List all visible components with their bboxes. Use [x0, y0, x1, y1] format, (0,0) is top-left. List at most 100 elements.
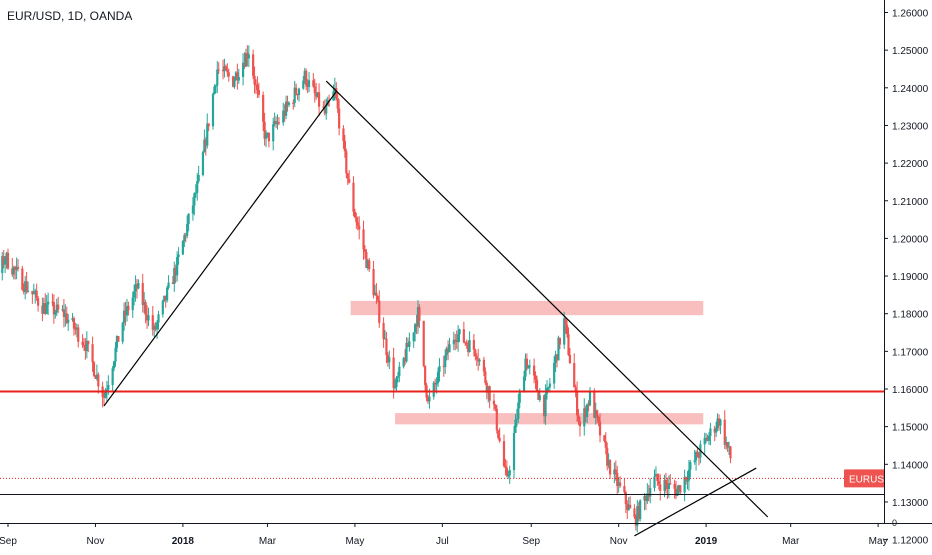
candle-body: [338, 108, 341, 129]
candle-body: [594, 410, 597, 418]
time-axis: Sep Nov 2018 Mar May Jul Sep Nov 2019 Mar May: [0, 523, 932, 547]
candle-body: [297, 88, 301, 95]
candle-body: [705, 437, 708, 439]
candle-body: [322, 106, 325, 108]
candle-body: [608, 460, 612, 475]
candle-body: [71, 318, 74, 320]
candle-body: [396, 376, 400, 378]
candle-body: [697, 456, 701, 458]
candle-body: [368, 260, 371, 270]
candle-body: [633, 508, 636, 517]
candle-body: [468, 339, 471, 353]
candle-body: [302, 80, 305, 89]
candle-body: [32, 293, 35, 295]
candle-body: [342, 128, 345, 141]
candle-body: [287, 102, 291, 105]
candle-body: [584, 408, 587, 418]
candle-body: [512, 432, 516, 470]
candle-body: [683, 476, 686, 493]
candle-body: [623, 485, 626, 493]
candle-body: [131, 297, 134, 311]
candle-body: [596, 410, 599, 417]
candle-body: [55, 304, 58, 313]
candle-body: [203, 139, 206, 153]
zones-layer: [350, 300, 704, 425]
candle-body: [472, 339, 475, 350]
candle-body: [1, 256, 4, 273]
candle-body: [137, 283, 140, 289]
candle-body: [81, 341, 84, 345]
candle-body: [117, 336, 120, 342]
candle-body: [563, 318, 566, 345]
candle-body: [295, 87, 298, 95]
candle-body: [355, 217, 358, 223]
candle-body: [553, 362, 556, 384]
price-tick-label: 1.24000: [892, 84, 929, 95]
candle-body: [402, 358, 405, 367]
candle-body: [373, 292, 377, 296]
candle-body: [666, 484, 669, 490]
candle-body: [444, 355, 447, 368]
candle-body: [95, 374, 98, 379]
candle-body: [353, 211, 357, 218]
candle-body: [438, 365, 441, 372]
candle-body: [283, 110, 286, 116]
candle-body: [507, 475, 510, 477]
candle-body: [41, 305, 44, 314]
candle-body: [194, 192, 197, 194]
candle-body: [725, 441, 728, 445]
chart-title: EUR/USD, 1D, OANDA: [7, 9, 133, 23]
candle-body: [2, 256, 5, 265]
candle-body: [694, 452, 698, 461]
candle-body: [395, 377, 398, 387]
price-tick-label: 1.18000: [892, 310, 929, 321]
candle-body: [454, 339, 457, 341]
candle-body: [408, 341, 411, 348]
candle-body: [44, 303, 47, 314]
candle-body: [91, 344, 94, 363]
candle-body: [358, 225, 361, 230]
candle-body: [25, 281, 28, 292]
candle-body: [104, 392, 107, 398]
candle-body: [11, 268, 14, 275]
candle-body: [654, 474, 658, 477]
candle-body: [709, 428, 712, 436]
candle-body: [256, 84, 259, 90]
candle-body: [246, 53, 249, 59]
candle-body: [727, 446, 731, 448]
candle-body: [424, 365, 427, 386]
candle-body: [485, 382, 488, 393]
candle-body: [624, 492, 627, 505]
candle-body: [124, 310, 127, 316]
candle-body: [171, 282, 174, 284]
candle-body: [465, 342, 468, 345]
candle-body: [617, 482, 620, 486]
candles-layer: [1, 45, 732, 533]
candle-body: [176, 257, 179, 276]
candle-body: [386, 355, 389, 363]
candle-body: [543, 395, 546, 417]
candle-body: [97, 374, 100, 387]
candle-body: [186, 223, 189, 236]
candle-body: [306, 85, 309, 87]
candle-body: [426, 397, 430, 402]
candle-body: [34, 290, 37, 294]
candle-body: [372, 269, 375, 296]
candle-body: [495, 408, 498, 431]
candle-body: [226, 70, 229, 73]
candle-body: [221, 69, 225, 72]
candle-body: [653, 476, 656, 488]
candle-body: [153, 326, 156, 330]
candle-body: [343, 140, 346, 152]
price-tick-label: 1.14000: [892, 460, 929, 471]
candle-body: [458, 329, 461, 335]
candle-body: [141, 283, 144, 306]
candle-body: [376, 296, 379, 301]
candle-body: [537, 391, 540, 400]
candle-body: [375, 292, 378, 297]
candle-body: [667, 483, 670, 490]
candle-body: [544, 393, 547, 417]
